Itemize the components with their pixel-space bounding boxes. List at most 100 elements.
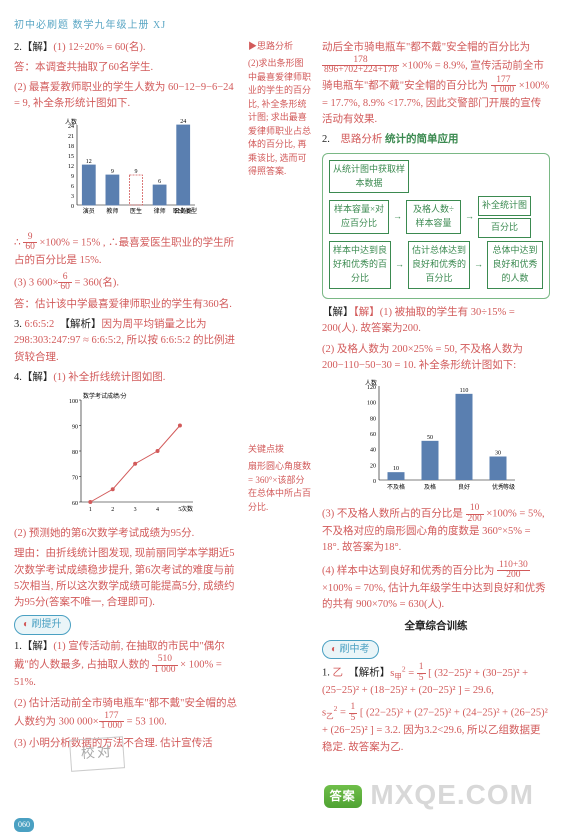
svg-text:9: 9: [111, 169, 114, 175]
section-title: 全章综合训练: [322, 619, 550, 635]
svg-text:0: 0: [71, 204, 74, 210]
t: ×100% = 15% , ∴最喜爱医生职业的学生所占的百分比是 15%.: [14, 237, 234, 266]
svg-text:6: 6: [158, 179, 161, 185]
t: 动后全市骑电瓶车"都不戴"安全帽的百分比为: [322, 42, 530, 53]
r2-head: 2. 思路分析 统计的简单应用: [322, 132, 550, 148]
t: ×100% = 70%, 估计九年级学生中达到良好和优秀的共有 900×70% …: [322, 583, 546, 610]
svg-text:40: 40: [370, 448, 376, 454]
svg-text:0: 0: [373, 479, 376, 485]
svg-text:3: 3: [71, 194, 74, 200]
svg-text:110: 110: [460, 388, 469, 394]
t1-head: 1.【解】: [14, 641, 53, 652]
svg-text:及格: 及格: [424, 483, 436, 491]
r1: 动后全市骑电瓶车"都不戴"安全帽的百分比为 178896+702+224+178…: [322, 40, 550, 129]
three-column-layout: 2.【解】(1) 12÷20% = 60(名). 答：本调查共抽取了60名学生.…: [14, 40, 550, 761]
svg-text:不及格: 不及格: [387, 483, 405, 491]
zk-1: 1. 乙 【解析】s甲2 = 15 [ (32−25)² + (30−25)² …: [322, 663, 550, 699]
t1-line1: 1.【解】(1) 宣传活动前, 在抽取的市民中"偶尔戴"的人数最多, 占抽取人数…: [14, 639, 238, 692]
q2-note: 答：本调查共抽取了60名学生.: [14, 60, 238, 76]
svg-text:80: 80: [72, 450, 78, 456]
flow-b3: 补全统计图: [478, 196, 531, 216]
left-column: 2.【解】(1) 12÷20% = 60(名). 答：本调查共抽取了60名学生.…: [14, 40, 238, 761]
svg-text:12: 12: [68, 164, 74, 170]
bar-chart-1: 0369121518212412演员9教师9医生6律师24公务员人数职业类型: [51, 117, 201, 227]
q2-ans4: (3) 3 600×660 = 360(名).: [14, 273, 238, 293]
svg-text:1: 1: [89, 507, 92, 513]
frac-178-sum: 178896+702+224+178: [322, 56, 399, 76]
q3: 3. 6:6:5:2 【解析】因为周平均销量之比为 298:303:247:97…: [14, 317, 238, 366]
bar-chart-3: 02040608010012010不及格50及格110良好30优秀人数等级: [351, 378, 521, 498]
svg-text:6: 6: [71, 184, 74, 190]
svg-text:9: 9: [71, 174, 74, 180]
line-chart: 6070809010012345数学考试成绩/分次数: [51, 390, 201, 520]
svg-text:60: 60: [370, 432, 376, 438]
svg-text:80: 80: [370, 417, 376, 423]
t1-line2: (2) 估计活动前全市骑电瓶车"都不戴"安全帽的总人数约为 300 000×17…: [14, 696, 238, 732]
svg-text:100: 100: [367, 401, 376, 407]
r2-2: (2) 及格人数为 200×25% = 50, 不及格人数为 200−110−5…: [322, 342, 550, 375]
q2-line1: 2.【解】(1) 12÷20% = 60(名).: [14, 40, 238, 56]
svg-text:4: 4: [156, 507, 159, 513]
q4-line1: 4.【解】(1) 补全折线统计图如图.: [14, 370, 238, 386]
q2-ans5: 答：估计该中学最喜爱律师职业的学生有360名.: [14, 297, 238, 313]
svg-text:教师: 教师: [106, 207, 118, 215]
svg-text:50: 50: [427, 435, 433, 441]
frac-510-1000: 5101 000: [152, 655, 177, 675]
arrow-icon: [393, 210, 402, 224]
frac-177-1000a: 1771 000: [99, 712, 124, 732]
svg-text:律师: 律师: [154, 207, 166, 215]
zk-2: s乙2 = 15 [ (22−25)² + (27−25)² + (24−25)…: [322, 703, 550, 756]
q2-ans3: ∴ 960 ×100% = 15% , ∴最喜爱医生职业的学生所占的百分比是 1…: [14, 233, 238, 269]
badge-label: 刷中考: [340, 644, 370, 655]
t: (4) 样本中达到良好和优秀的百分比为: [322, 565, 497, 576]
arrow-icon: [395, 258, 404, 272]
frac-9-60: 960: [23, 233, 37, 253]
svg-text:90: 90: [72, 425, 78, 431]
arrow-icon: [474, 258, 483, 272]
flow-c3: 总体中达到良好和优秀的人数: [487, 241, 543, 289]
t: = 53 100.: [124, 716, 167, 727]
svg-text:20: 20: [370, 464, 376, 470]
t: (3) 不及格人数所占的百分比是: [322, 509, 466, 520]
badge-tisheng: ◐ 刷提升: [14, 615, 71, 635]
svg-text:人数: 人数: [65, 118, 77, 126]
svg-text:演员: 演员: [83, 207, 95, 215]
note-head2: 关键点拨: [248, 443, 312, 457]
frac-6-60: 660: [58, 273, 72, 293]
q2-ans2: (2) 最喜爱教师职业的学生人数为 60−12−9−6−24 = 9, 补全条形…: [14, 80, 238, 113]
stamp-mark: 校对: [69, 736, 125, 771]
page-header: 初中必刷题 数学九年级上册 XJ: [14, 18, 550, 34]
t: = 360(名).: [72, 277, 119, 288]
svg-text:30: 30: [495, 451, 501, 457]
svg-text:3: 3: [134, 507, 137, 513]
svg-text:9: 9: [135, 169, 138, 175]
svg-text:15: 15: [68, 154, 74, 160]
svg-text:12: 12: [86, 159, 92, 165]
svg-text:职业类型: 职业类型: [173, 207, 197, 215]
flow-c2: 估计总体达到良好和优秀的百分比: [408, 241, 470, 289]
margin-notes: ▶思路分析 (2)求出条形图中最喜爱律师职业的学生的百分比, 补全条形统计图; …: [248, 40, 312, 761]
right-column: 动后全市骑电瓶车"都不戴"安全帽的百分比为 178896+702+224+178…: [322, 40, 550, 761]
svg-text:60: 60: [72, 501, 78, 507]
frac-177-1000b: 1771 000: [491, 76, 516, 96]
q4-ans3: 理由：由折线统计图发现, 现前丽同学本学期近5次数学考试成绩稳步提升, 第6次考…: [14, 546, 238, 611]
q4-ans2: (2) 预测她的第6次数学考试成绩为95分.: [14, 526, 238, 542]
arrow-icon: [465, 210, 474, 224]
svg-text:70: 70: [72, 476, 78, 482]
svg-text:100: 100: [69, 399, 78, 405]
flow-b4: 百分比: [478, 218, 531, 238]
svg-text:21: 21: [68, 134, 74, 140]
watermark: 答案 MXQE.COM: [324, 773, 534, 816]
r2-1: 【解】【解】(1) 被抽取的学生有 30÷15% = 200(人). 故答案为2…: [322, 305, 550, 338]
flow-c1: 样本中达到良好和优秀的百分比: [329, 241, 391, 289]
flow-b1: 样本容量×对应百分比: [329, 200, 389, 234]
svg-text:良好: 良好: [458, 483, 470, 491]
svg-text:2: 2: [111, 507, 114, 513]
flow-b2: 及格人数÷样本容量: [406, 200, 461, 234]
badge-label: 刷提升: [32, 619, 62, 630]
svg-text:等级: 等级: [503, 483, 515, 491]
q2-head: 2.【解】: [14, 42, 53, 53]
t: ∴: [14, 237, 23, 248]
t1-line3: (3) 小明分析数据的方法不合理. 估计宣传活: [14, 736, 238, 752]
svg-text:数学考试成绩/分: 数学考试成绩/分: [83, 392, 127, 400]
